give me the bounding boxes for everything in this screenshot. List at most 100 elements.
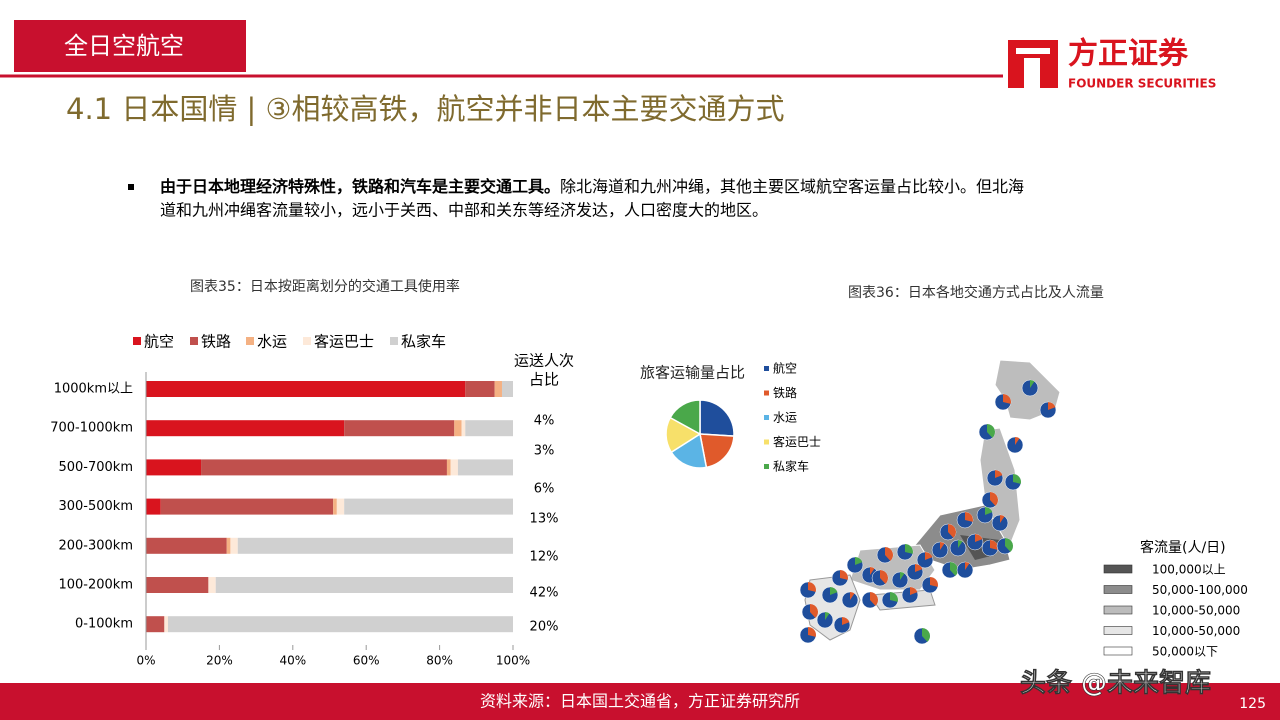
map-pie-wedge bbox=[840, 570, 848, 580]
map-pie-wedge bbox=[930, 577, 939, 587]
legend-swatch bbox=[133, 337, 141, 345]
map-pie-wedge bbox=[985, 507, 993, 515]
bullet-line2: 道和九州冲绳客流量较小，远小于关西、中部和关东等经济发达，人口密度大的地区。 bbox=[160, 201, 768, 220]
map-pie-wedge bbox=[950, 562, 958, 576]
bar-segment bbox=[146, 577, 209, 593]
bar-segment bbox=[336, 498, 345, 515]
legend-label: 客运巴士 bbox=[773, 434, 821, 449]
map-legend-swatch bbox=[1103, 626, 1133, 635]
y-tick-label: 0-100km bbox=[75, 617, 133, 632]
legend-swatch bbox=[764, 439, 769, 445]
bar-segment bbox=[446, 459, 451, 476]
map-pie-wedge bbox=[990, 540, 998, 550]
map-pie-wedge bbox=[1005, 538, 1013, 552]
map-pie-wedge bbox=[940, 542, 945, 550]
bullet-bold: 由于日本地理经济特殊性，铁路和汽车是主要交通工具。 bbox=[160, 177, 560, 196]
map-pie-wedge bbox=[850, 592, 855, 600]
bar-segment bbox=[146, 459, 202, 476]
map-pie-wedge bbox=[1013, 474, 1022, 484]
bar-segment bbox=[160, 498, 334, 515]
pie-slice bbox=[699, 399, 735, 437]
map-pie-wedge bbox=[900, 572, 905, 580]
map-legend-label: 10,000-50,000 bbox=[1152, 624, 1240, 638]
bar-segment bbox=[201, 459, 447, 476]
map-legend-label: 50,000以下 bbox=[1152, 645, 1218, 659]
pie-title: 旅客运输量占比 bbox=[640, 364, 745, 382]
map-pie-wedge bbox=[958, 540, 963, 548]
map-pie-wedge bbox=[965, 512, 973, 522]
pie-slice bbox=[670, 432, 708, 469]
x-tick-label: 80% bbox=[426, 654, 453, 668]
bullet-line1: 除北海道和九州冲绳，其他主要区域航空客运量占比较小。但北海 bbox=[560, 177, 1024, 196]
legend-swatch bbox=[764, 366, 769, 371]
x-tick-label: 60% bbox=[353, 654, 380, 668]
legend-swatch bbox=[390, 337, 398, 345]
map-pie-wedge bbox=[842, 617, 850, 625]
legend-swatch bbox=[303, 337, 311, 345]
map-pie-wedge bbox=[810, 604, 818, 618]
map-pie-wedge bbox=[1000, 515, 1005, 523]
legend-label: 私家车 bbox=[773, 459, 809, 474]
map-pie-wedge bbox=[830, 587, 838, 595]
map-pie-wedge bbox=[885, 547, 893, 561]
footer-band bbox=[0, 683, 1280, 720]
map-pie-wedge bbox=[1015, 437, 1020, 445]
map-pie-wedge bbox=[965, 562, 970, 570]
y-tick-label: 200-300km bbox=[58, 538, 133, 553]
y-tick-label: 100-200km bbox=[58, 578, 133, 593]
bar-segment bbox=[344, 420, 455, 437]
bar-segment bbox=[465, 420, 513, 437]
bar-segment bbox=[457, 459, 513, 476]
bar-segment bbox=[208, 577, 216, 593]
bar-segment bbox=[333, 498, 337, 515]
bar-segment bbox=[344, 498, 513, 515]
map-legend-swatch bbox=[1103, 646, 1133, 656]
legend-swatch bbox=[246, 337, 254, 345]
legend-label: 客运巴士 bbox=[314, 333, 374, 351]
map-pie-wedge bbox=[925, 552, 933, 560]
bar-segment bbox=[226, 537, 231, 554]
map-pie-wedge bbox=[975, 534, 983, 542]
map-pie-wedge bbox=[1048, 402, 1056, 410]
map-pie-wedge bbox=[1003, 394, 1012, 404]
x-tick-label: 0% bbox=[136, 654, 155, 668]
bar-segment bbox=[465, 381, 495, 397]
bar-segment bbox=[454, 420, 462, 437]
bar-segment bbox=[494, 381, 502, 397]
map-pie-wedge bbox=[948, 524, 956, 538]
map-legend-swatch bbox=[1103, 605, 1133, 615]
map-pie-wedge bbox=[987, 424, 995, 438]
map-pie-wedge bbox=[905, 544, 914, 554]
chart-title: 图表35：日本按距离划分的交通工具使用率 bbox=[190, 278, 460, 295]
bar-segment bbox=[168, 616, 513, 633]
share-label: 6% bbox=[534, 482, 555, 497]
y-tick-label: 300-500km bbox=[58, 499, 133, 514]
bar-segment bbox=[146, 498, 161, 515]
x-tick-label: 20% bbox=[206, 654, 233, 668]
watermark: 头条 @未来智库 bbox=[1020, 669, 1211, 699]
legend-label: 水运 bbox=[773, 411, 797, 425]
bar-segment bbox=[230, 537, 238, 554]
legend-swatch bbox=[764, 390, 769, 396]
bar-segment bbox=[146, 420, 345, 437]
map-legend-swatch bbox=[1103, 564, 1133, 574]
bullet-text: 由于日本地理经济特殊性，铁路和汽车是主要交通工具。除北海道和九州冲绳，其他主要区… bbox=[160, 177, 1024, 196]
map-pie-wedge bbox=[890, 592, 898, 602]
legend-label: 铁路 bbox=[773, 385, 797, 400]
share-label: 42% bbox=[530, 586, 559, 601]
logo-cn: 方正证券 bbox=[1068, 37, 1189, 72]
x-tick-label: 40% bbox=[279, 654, 306, 668]
map-legend-label: 50,000-100,000 bbox=[1152, 583, 1248, 597]
share-title: 占比 bbox=[529, 371, 559, 389]
slide-title: 4.1 日本国情 | ③相较高铁，航空并非日本主要交通方式 bbox=[66, 92, 785, 126]
share-label: 13% bbox=[530, 512, 559, 527]
bar-segment bbox=[146, 537, 227, 554]
bar-segment bbox=[146, 381, 466, 397]
map-pie-wedge bbox=[880, 570, 888, 584]
share-label: 12% bbox=[530, 550, 559, 565]
map-pie-wedge bbox=[825, 612, 830, 620]
page-number: 125 bbox=[1239, 696, 1266, 712]
legend-swatch bbox=[190, 337, 198, 345]
bar-segment bbox=[215, 577, 514, 593]
